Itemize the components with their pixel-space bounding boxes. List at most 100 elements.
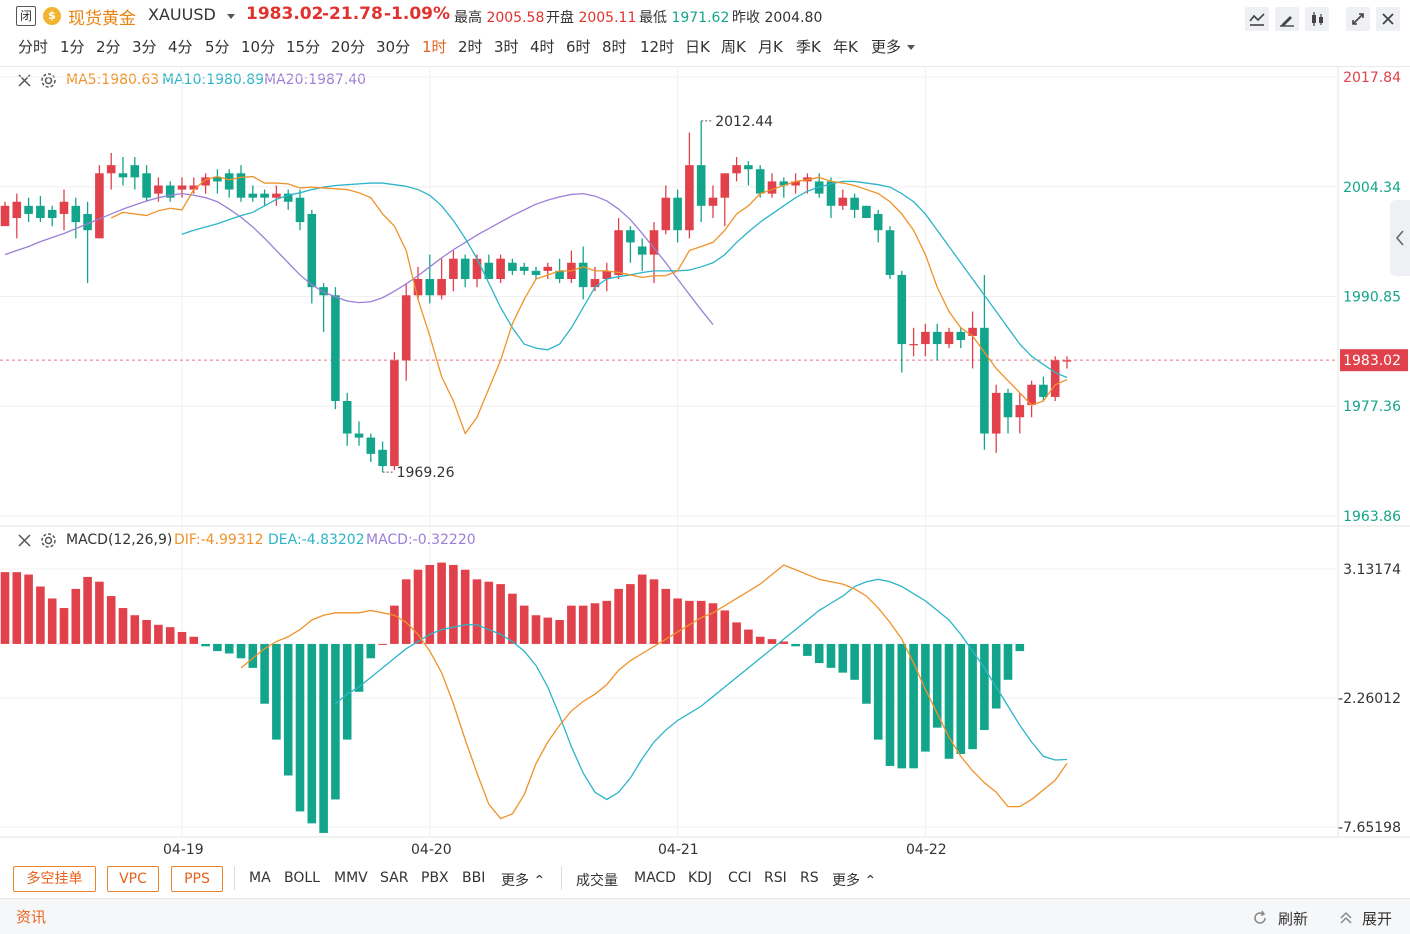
strategy-button-vpc[interactable]: VPC — [107, 866, 159, 892]
macd-bar — [472, 579, 482, 644]
refresh-button[interactable]: 刷新 — [1278, 910, 1309, 928]
candle — [519, 266, 529, 271]
period-tab[interactable]: 8时 — [602, 38, 627, 56]
indicator-macd[interactable]: MACD — [634, 870, 676, 886]
macd-bar — [685, 600, 694, 644]
macd-bar — [696, 600, 706, 644]
indicator-sar[interactable]: SAR — [380, 870, 409, 886]
close-icon[interactable] — [1376, 7, 1400, 31]
macd-bar — [319, 643, 328, 833]
candle — [496, 258, 505, 280]
macd-bar — [803, 643, 812, 656]
candle — [36, 205, 45, 219]
macd-bar — [968, 643, 977, 750]
main-indicator-more[interactable]: 更多 ⌃ — [501, 873, 546, 889]
period-tab[interactable]: 30分 — [376, 38, 411, 56]
macd-bar — [708, 603, 718, 644]
period-tab[interactable]: 10分 — [241, 38, 276, 56]
period-tab[interactable]: 2时 — [458, 38, 483, 56]
line-style-icon[interactable] — [1245, 7, 1269, 31]
indicator-mmv[interactable]: MMV — [334, 870, 368, 886]
candle — [142, 173, 151, 198]
more-dropdown-icon[interactable] — [907, 45, 915, 50]
expand-up-icon[interactable] — [1338, 910, 1354, 926]
indicator-pbx[interactable]: PBX — [421, 870, 449, 886]
candle — [272, 193, 281, 198]
candle — [508, 262, 517, 271]
candle — [991, 392, 1001, 434]
symbol-dropdown-icon[interactable] — [227, 14, 235, 19]
news-tab[interactable]: 资讯 — [16, 908, 47, 926]
draw-pen-icon[interactable] — [1275, 7, 1299, 31]
candle — [838, 197, 848, 206]
period-tab[interactable]: 更多 — [871, 38, 902, 56]
period-tab[interactable]: 日K — [685, 38, 710, 56]
period-tab[interactable]: 3时 — [494, 38, 519, 56]
macd-bar — [295, 643, 305, 812]
period-tab[interactable]: 季K — [796, 38, 821, 56]
macd-bar — [814, 643, 824, 664]
period-tab[interactable]: 6时 — [566, 38, 591, 56]
period-tabs: 分时 1分 2分 3分 4分 5分 10分 15分 20分 30分 1时 2时 3时 4时 6时 8时 12时日… — [0, 36, 1000, 58]
period-tab[interactable]: 3分 — [132, 38, 157, 56]
period-tab[interactable]: 15分 — [286, 38, 321, 56]
period-tab[interactable]: 20分 — [331, 38, 366, 56]
symbol-code[interactable]: XAUUSD — [148, 5, 216, 24]
candle — [12, 201, 22, 219]
macd-bar — [354, 643, 364, 692]
indicator-bbi[interactable]: BBI — [462, 870, 486, 886]
macd-bar — [177, 631, 187, 644]
refresh-icon[interactable] — [1252, 910, 1268, 926]
candle-icon[interactable] — [1305, 7, 1329, 31]
indicator-cci[interactable]: CCI — [728, 870, 752, 886]
macd-bar — [248, 643, 258, 668]
price-chart[interactable]: 2017.84 2004.34 1990.85 1977.36 1963.86 3.131… — [0, 66, 1410, 846]
sub-indicator-more[interactable]: 更多 ⌃ — [832, 873, 877, 889]
period-tab[interactable]: 2分 — [96, 38, 121, 56]
period-tab[interactable]: 12时 — [640, 38, 675, 56]
indicator-rsi[interactable]: RSI — [764, 870, 787, 886]
close-macd-icon[interactable] — [17, 533, 33, 549]
fullscreen-icon[interactable] — [1346, 7, 1370, 31]
candle — [590, 279, 600, 288]
divider — [0, 66, 1410, 67]
macd-bar — [850, 643, 859, 680]
indicator-kdj[interactable]: KDJ — [688, 870, 713, 886]
indicator-rs[interactable]: RS — [800, 870, 819, 886]
macd-bar — [154, 624, 163, 644]
period-tab[interactable]: 4时 — [530, 38, 555, 56]
period-tab[interactable]: 1时 — [422, 38, 447, 56]
macd-bar — [862, 643, 871, 704]
period-tab[interactable]: 1分 — [60, 38, 85, 56]
candle — [130, 165, 140, 178]
indicator-volume[interactable]: 成交量 — [576, 873, 618, 889]
strategy-button-pps[interactable]: PPS — [171, 866, 223, 892]
candle — [779, 181, 789, 186]
divider — [234, 866, 235, 890]
candle — [449, 258, 458, 280]
indicator-ma[interactable]: MA — [249, 870, 271, 886]
symbol-name[interactable]: 现货黄金 — [68, 9, 136, 29]
period-tab[interactable]: 分时 — [18, 38, 49, 56]
period-tab[interactable]: 周K — [721, 38, 746, 56]
price-change-pct: -1.09% — [384, 4, 451, 24]
macd-bar — [36, 586, 45, 644]
period-tab[interactable]: 4分 — [168, 38, 193, 56]
macd-bar — [1015, 643, 1025, 652]
period-tab[interactable]: 5分 — [205, 38, 230, 56]
candle — [118, 173, 128, 178]
macd-bar — [720, 610, 730, 644]
side-panel-toggle[interactable] — [1390, 200, 1410, 276]
macd-bar — [378, 643, 387, 645]
period-tab[interactable]: 年K — [833, 38, 858, 56]
candle — [626, 230, 635, 243]
macd-settings-gear-icon[interactable] — [40, 532, 57, 549]
candle — [390, 360, 399, 467]
macd-bar — [425, 564, 435, 644]
macd-bar — [449, 564, 458, 644]
expand-button[interactable]: 展开 — [1362, 910, 1393, 928]
strategy-button-orders[interactable]: 多空挂单 — [13, 866, 96, 892]
macd-bar — [567, 605, 576, 644]
indicator-boll[interactable]: BOLL — [284, 870, 320, 886]
period-tab[interactable]: 月K — [758, 38, 783, 56]
